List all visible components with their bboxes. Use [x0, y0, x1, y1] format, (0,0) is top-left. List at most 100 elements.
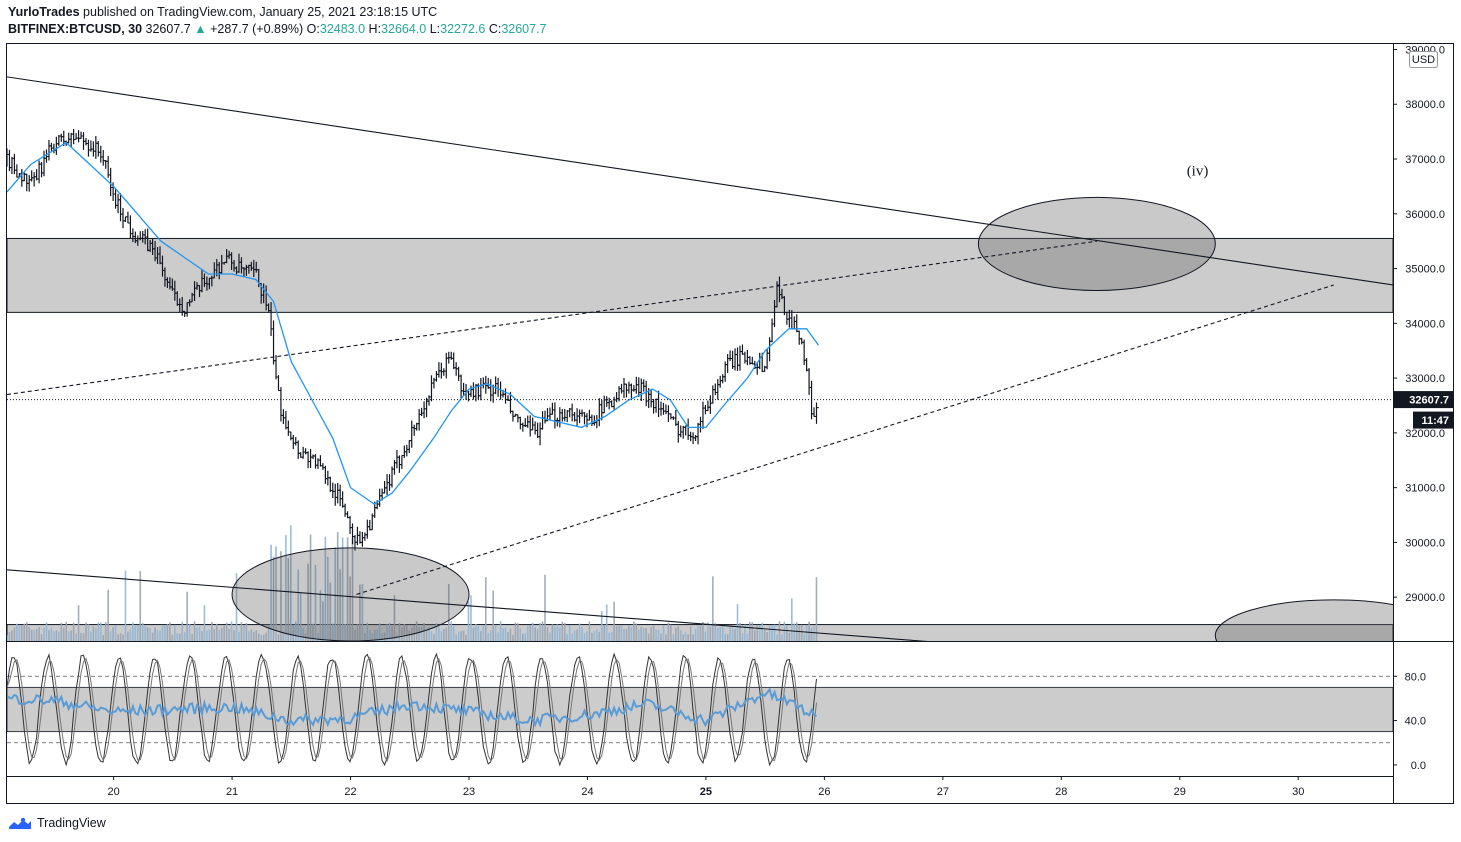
volume-bar [346, 537, 349, 641]
volume-bar [43, 627, 45, 641]
volume-bar [401, 627, 403, 641]
volume-bar [186, 591, 188, 641]
volume-bar [371, 632, 374, 641]
volume-bar [107, 589, 109, 641]
volume-bar [512, 634, 514, 641]
currency-badge[interactable] [1409, 51, 1438, 68]
ohlc-bar [695, 422, 701, 445]
ohlc-bar [796, 330, 802, 345]
volume-bar [134, 626, 137, 641]
ohlc-bar [58, 133, 64, 142]
volume-bar [707, 622, 709, 641]
volume-bar [129, 629, 132, 641]
volume-bar [13, 627, 16, 641]
volume-bar [440, 630, 443, 641]
ohlc-bar [737, 345, 743, 371]
volume-bar [307, 563, 309, 641]
price-axis[interactable]: 39000.038000.037000.036000.035000.034000… [1393, 44, 1445, 604]
ohlc-bar [115, 193, 121, 214]
ohlc-bar [712, 383, 718, 396]
footer-brand[interactable]: TradingView [8, 816, 106, 830]
volume-bar [299, 593, 302, 641]
volume-bar [341, 537, 344, 641]
ohlc-bar [638, 378, 644, 401]
volume-bar [746, 633, 749, 641]
volume-bar [603, 624, 606, 641]
ohlc-bar [789, 310, 795, 330]
ohlc-bar [619, 383, 625, 394]
volume-bar [11, 630, 13, 641]
time-tick-label: 24 [581, 786, 593, 798]
ohlc-bar [656, 390, 662, 418]
ohlc-bar [431, 377, 437, 389]
ohlc-bar [9, 157, 15, 175]
volume-bar [637, 629, 640, 641]
volume-bar [174, 624, 176, 641]
volume-bar [220, 628, 223, 641]
volume-bar [339, 569, 341, 641]
volume-bars [7, 525, 818, 641]
ohlc-bar [85, 139, 91, 157]
volume-bar [716, 627, 719, 641]
volume-bar [660, 633, 662, 641]
volume-bar [420, 627, 423, 641]
volume-bar [198, 626, 201, 641]
volume-bar [667, 622, 670, 641]
ohlc-bar [7, 148, 10, 167]
volume-bar [771, 625, 773, 641]
ohlc-bar [322, 465, 328, 484]
ohlc-bar [377, 488, 383, 507]
ohlc-bar [90, 141, 96, 157]
oscillator-axis[interactable]: 80.0 40.0 0.0 [1393, 671, 1426, 772]
ohlc-bar [626, 381, 632, 394]
volume-bar [714, 622, 717, 641]
volume-bar [317, 633, 319, 641]
volume-bar [608, 632, 610, 641]
ohlc-bar [648, 389, 654, 408]
volume-bar [786, 626, 788, 641]
volume-bar [546, 627, 549, 641]
open-value: 32483.0 [319, 22, 366, 36]
author-name[interactable]: YurloTrades [8, 5, 80, 19]
volume-bar [388, 622, 391, 641]
volume-bar [16, 623, 18, 641]
volume-bar [154, 627, 156, 641]
time-axis[interactable]: 20 21 22 23 24 25 26 27 28 29 30 [107, 776, 1304, 798]
volume-bar [642, 628, 645, 641]
ohlc-bar [93, 135, 99, 159]
volume-bar [704, 631, 707, 641]
volume-bar [33, 630, 35, 641]
ohlc-bar [488, 379, 494, 402]
low-value: 32272.6 [440, 22, 486, 36]
ohlc-bar [668, 413, 674, 420]
volume-bar [85, 622, 87, 641]
ohlc-bar [702, 404, 708, 415]
ohlc-bar [742, 351, 748, 364]
volume-bar [588, 621, 591, 641]
volume-bar [647, 633, 650, 641]
ohlc-bar [283, 411, 289, 430]
volume-bar [423, 622, 425, 641]
ohlc-bar [791, 316, 797, 330]
volume-bar [203, 605, 206, 641]
ohlc-bar [382, 480, 388, 494]
ohlc-bar [327, 476, 333, 493]
ellipse-target-iv [977, 196, 1216, 291]
bar-countdown: 11:47 [1421, 415, 1449, 427]
volume-bar [751, 622, 754, 641]
volume-bar [188, 624, 191, 641]
oscillator-pane[interactable] [7, 652, 1393, 767]
ohlc-bar [739, 344, 745, 355]
volume-bar [633, 621, 635, 641]
price-pane[interactable]: (iv) [5, 76, 1453, 671]
close-value: 32607.7 [501, 22, 547, 36]
volume-bar [504, 627, 507, 641]
volume-bar [252, 631, 255, 641]
symbol-name[interactable]: BITFINEX:BTCUSD, 30 [8, 22, 143, 36]
volume-bar [699, 625, 702, 641]
volume-bar [267, 625, 270, 641]
volume-bar [438, 626, 440, 641]
volume-bar [245, 622, 248, 641]
volume-bar [30, 629, 33, 641]
